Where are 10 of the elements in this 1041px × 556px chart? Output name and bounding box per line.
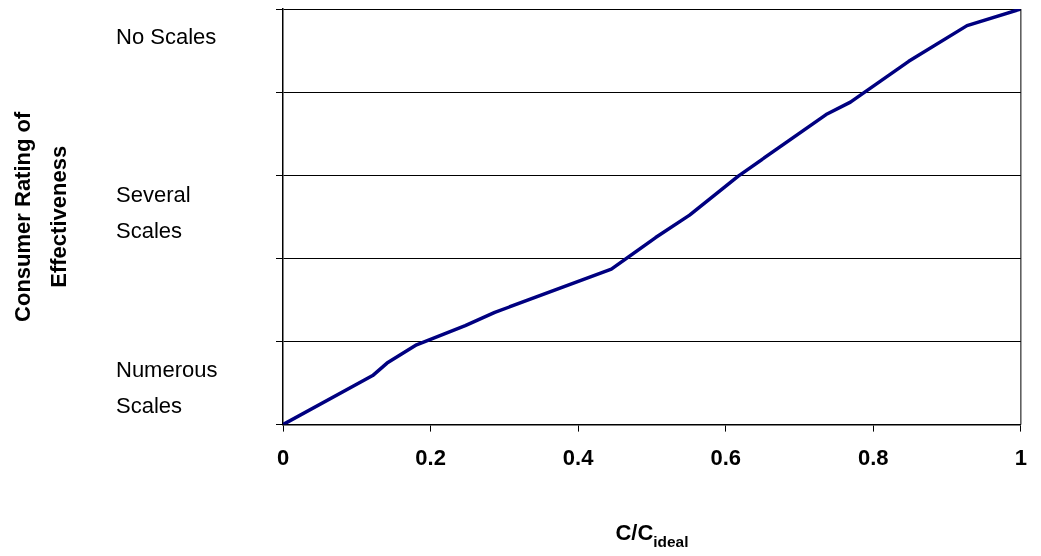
- text: No Scales: [116, 24, 217, 50]
- x-tick-label: 0.8: [858, 444, 889, 470]
- x-tick-label: 0: [276, 444, 290, 470]
- text: Consumer Rating of Effectiveness: [10, 111, 72, 322]
- text: Several Scales: [116, 181, 191, 243]
- x-tick-label: 0.6: [710, 444, 742, 470]
- x-tick-label: 0.2: [415, 444, 446, 470]
- text: Numerous Scales: [116, 356, 218, 418]
- x-tick-label: 1: [1014, 444, 1028, 470]
- x-tick-label: 0.4: [562, 444, 595, 470]
